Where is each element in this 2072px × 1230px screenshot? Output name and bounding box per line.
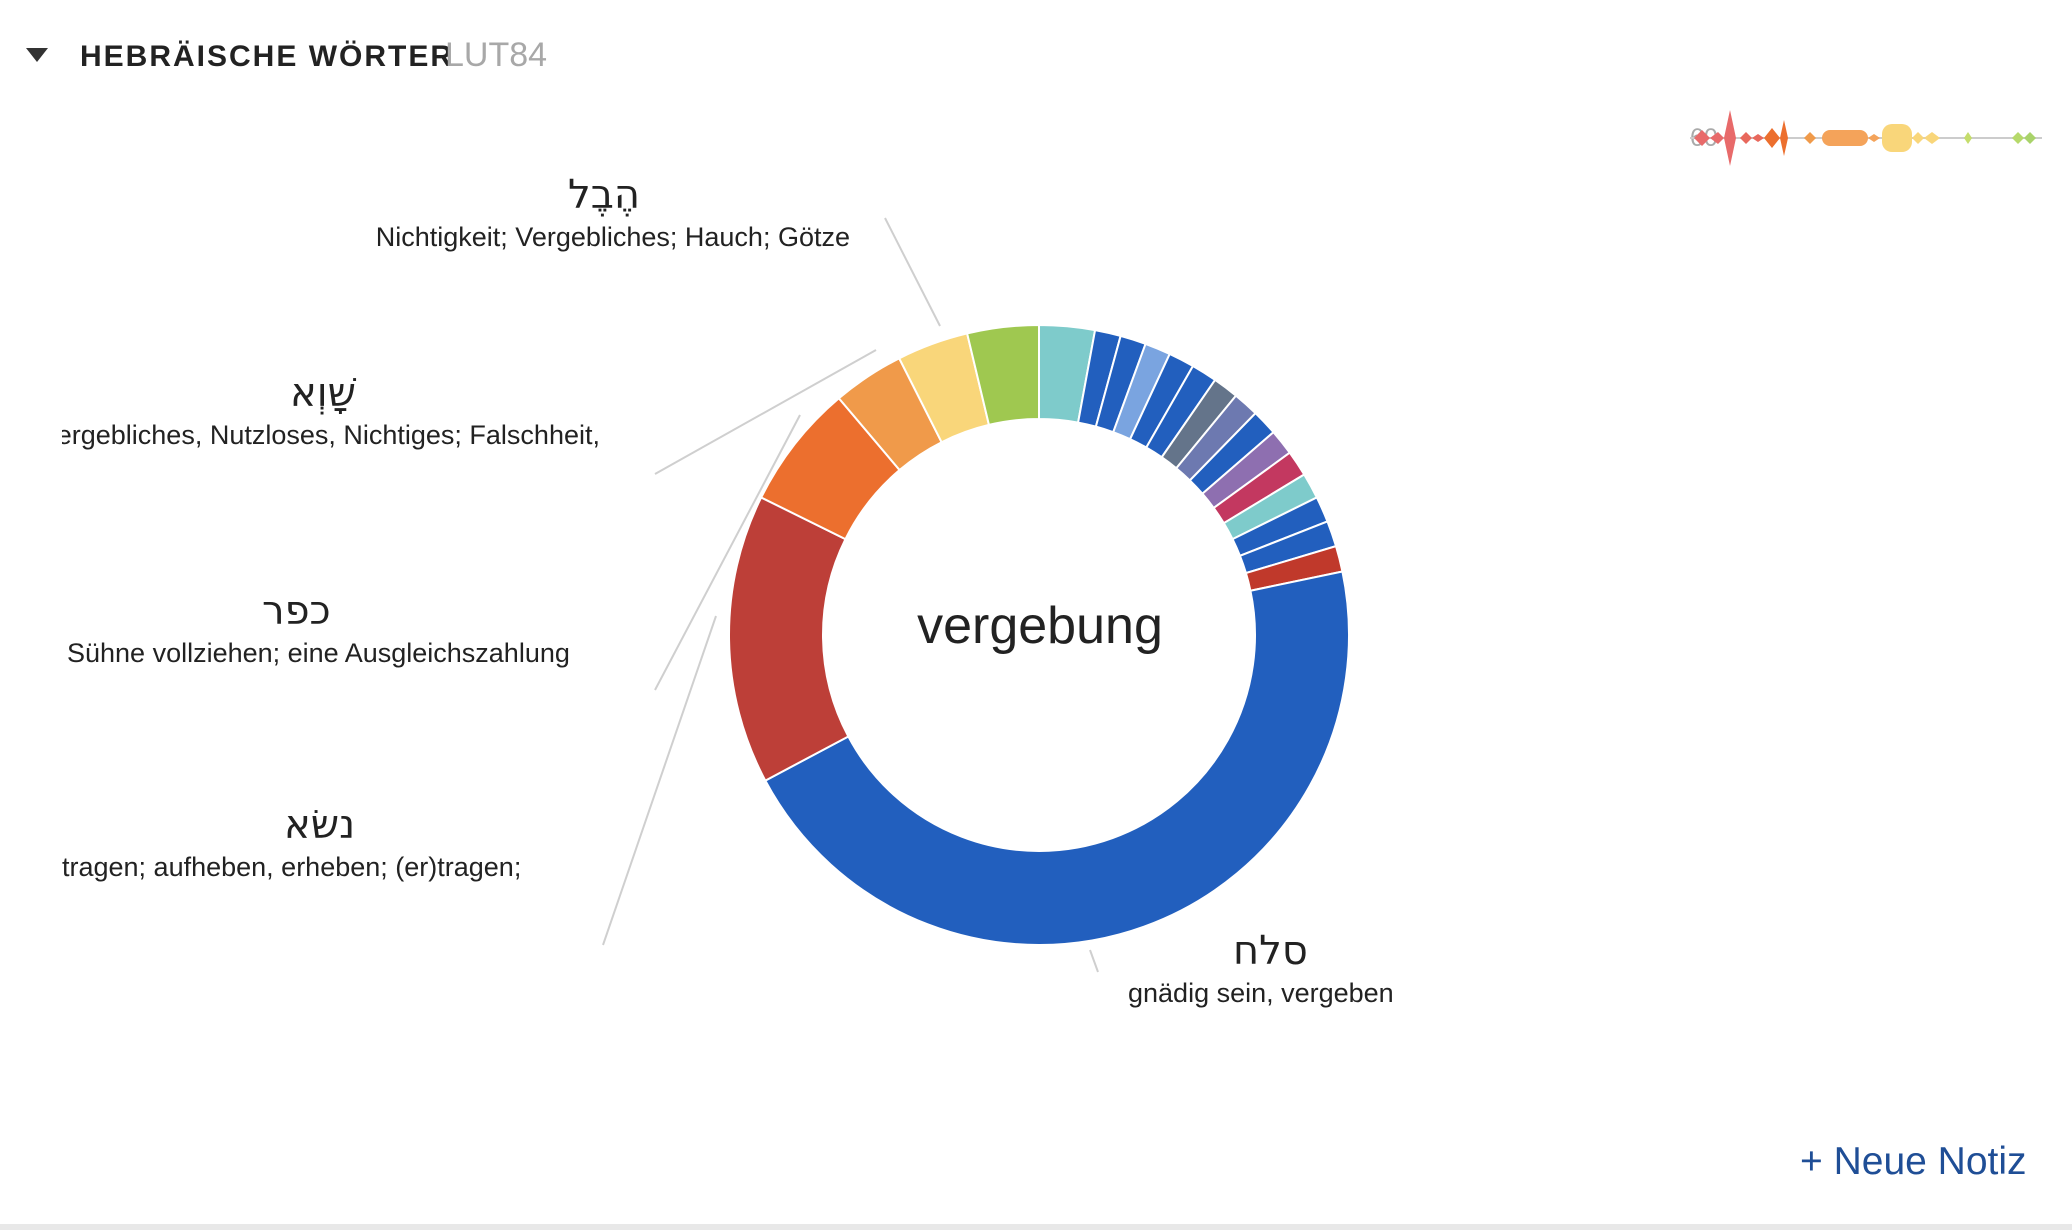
donut-slice-20[interactable] [965,323,1040,427]
hebrew-word: שָׁוְא [290,370,356,416]
leader-line-0 [884,217,941,327]
word-gloss: tragen; aufheben, erheben; (er)tragen; [62,852,522,882]
triangle-down-icon[interactable] [22,44,52,70]
divider [0,1224,2072,1230]
word-label-nsa[interactable]: נשׂא tragen; aufheben, erheben; (er)trag… [62,802,521,883]
word-label-hevel[interactable]: הֶבֶל Nichtigkeit; Vergebliches; Hauch; … [340,172,850,253]
donut-slice-16[interactable] [728,496,850,782]
hebrew-word: סלח [1233,928,1308,974]
hebrew-word: הֶבֶל [568,172,640,218]
word-gloss: gnädig sein, vergeben [1128,978,1394,1008]
hebrew-word: נשׂא [284,802,356,848]
hebrew-word: כפר [262,588,331,634]
chart-center-label: vergebung [917,597,1163,655]
distribution-sparkline [1690,110,2042,166]
leader-line-3 [602,615,717,946]
donut-slice-15[interactable] [763,570,1350,947]
word-gloss: Sühne vollziehen; eine Ausgleichszahlung [67,638,570,668]
leader-line-2 [654,414,801,691]
new-note-button[interactable]: + Neue Notiz [1800,1140,2027,1183]
word-gloss: Nichtigkeit; Vergebliches; Hauch; Götze [375,222,850,252]
leader-line-4 [1089,949,1099,973]
word-label-kpr[interactable]: כפר Sühne vollziehen; eine Ausgleichszah… [67,588,570,669]
word-label-shav[interactable]: שָׁוְא ,Vergebliches, Nutzloses, Nichtig… [62,370,600,451]
word-label-slh[interactable]: סלח gnädig sein, vergeben [1128,928,1394,1009]
leader-line-1 [654,349,877,475]
word-gloss: ,Vergebliches, Nutzloses, Nichtiges; Fal… [62,420,600,450]
version-label[interactable]: LUT84 [445,36,548,74]
panel-title: HEBRÄISCHE WÖRTER [80,40,455,73]
panel-header: HEBRÄISCHE WÖRTER LUT84 [0,0,2072,110]
